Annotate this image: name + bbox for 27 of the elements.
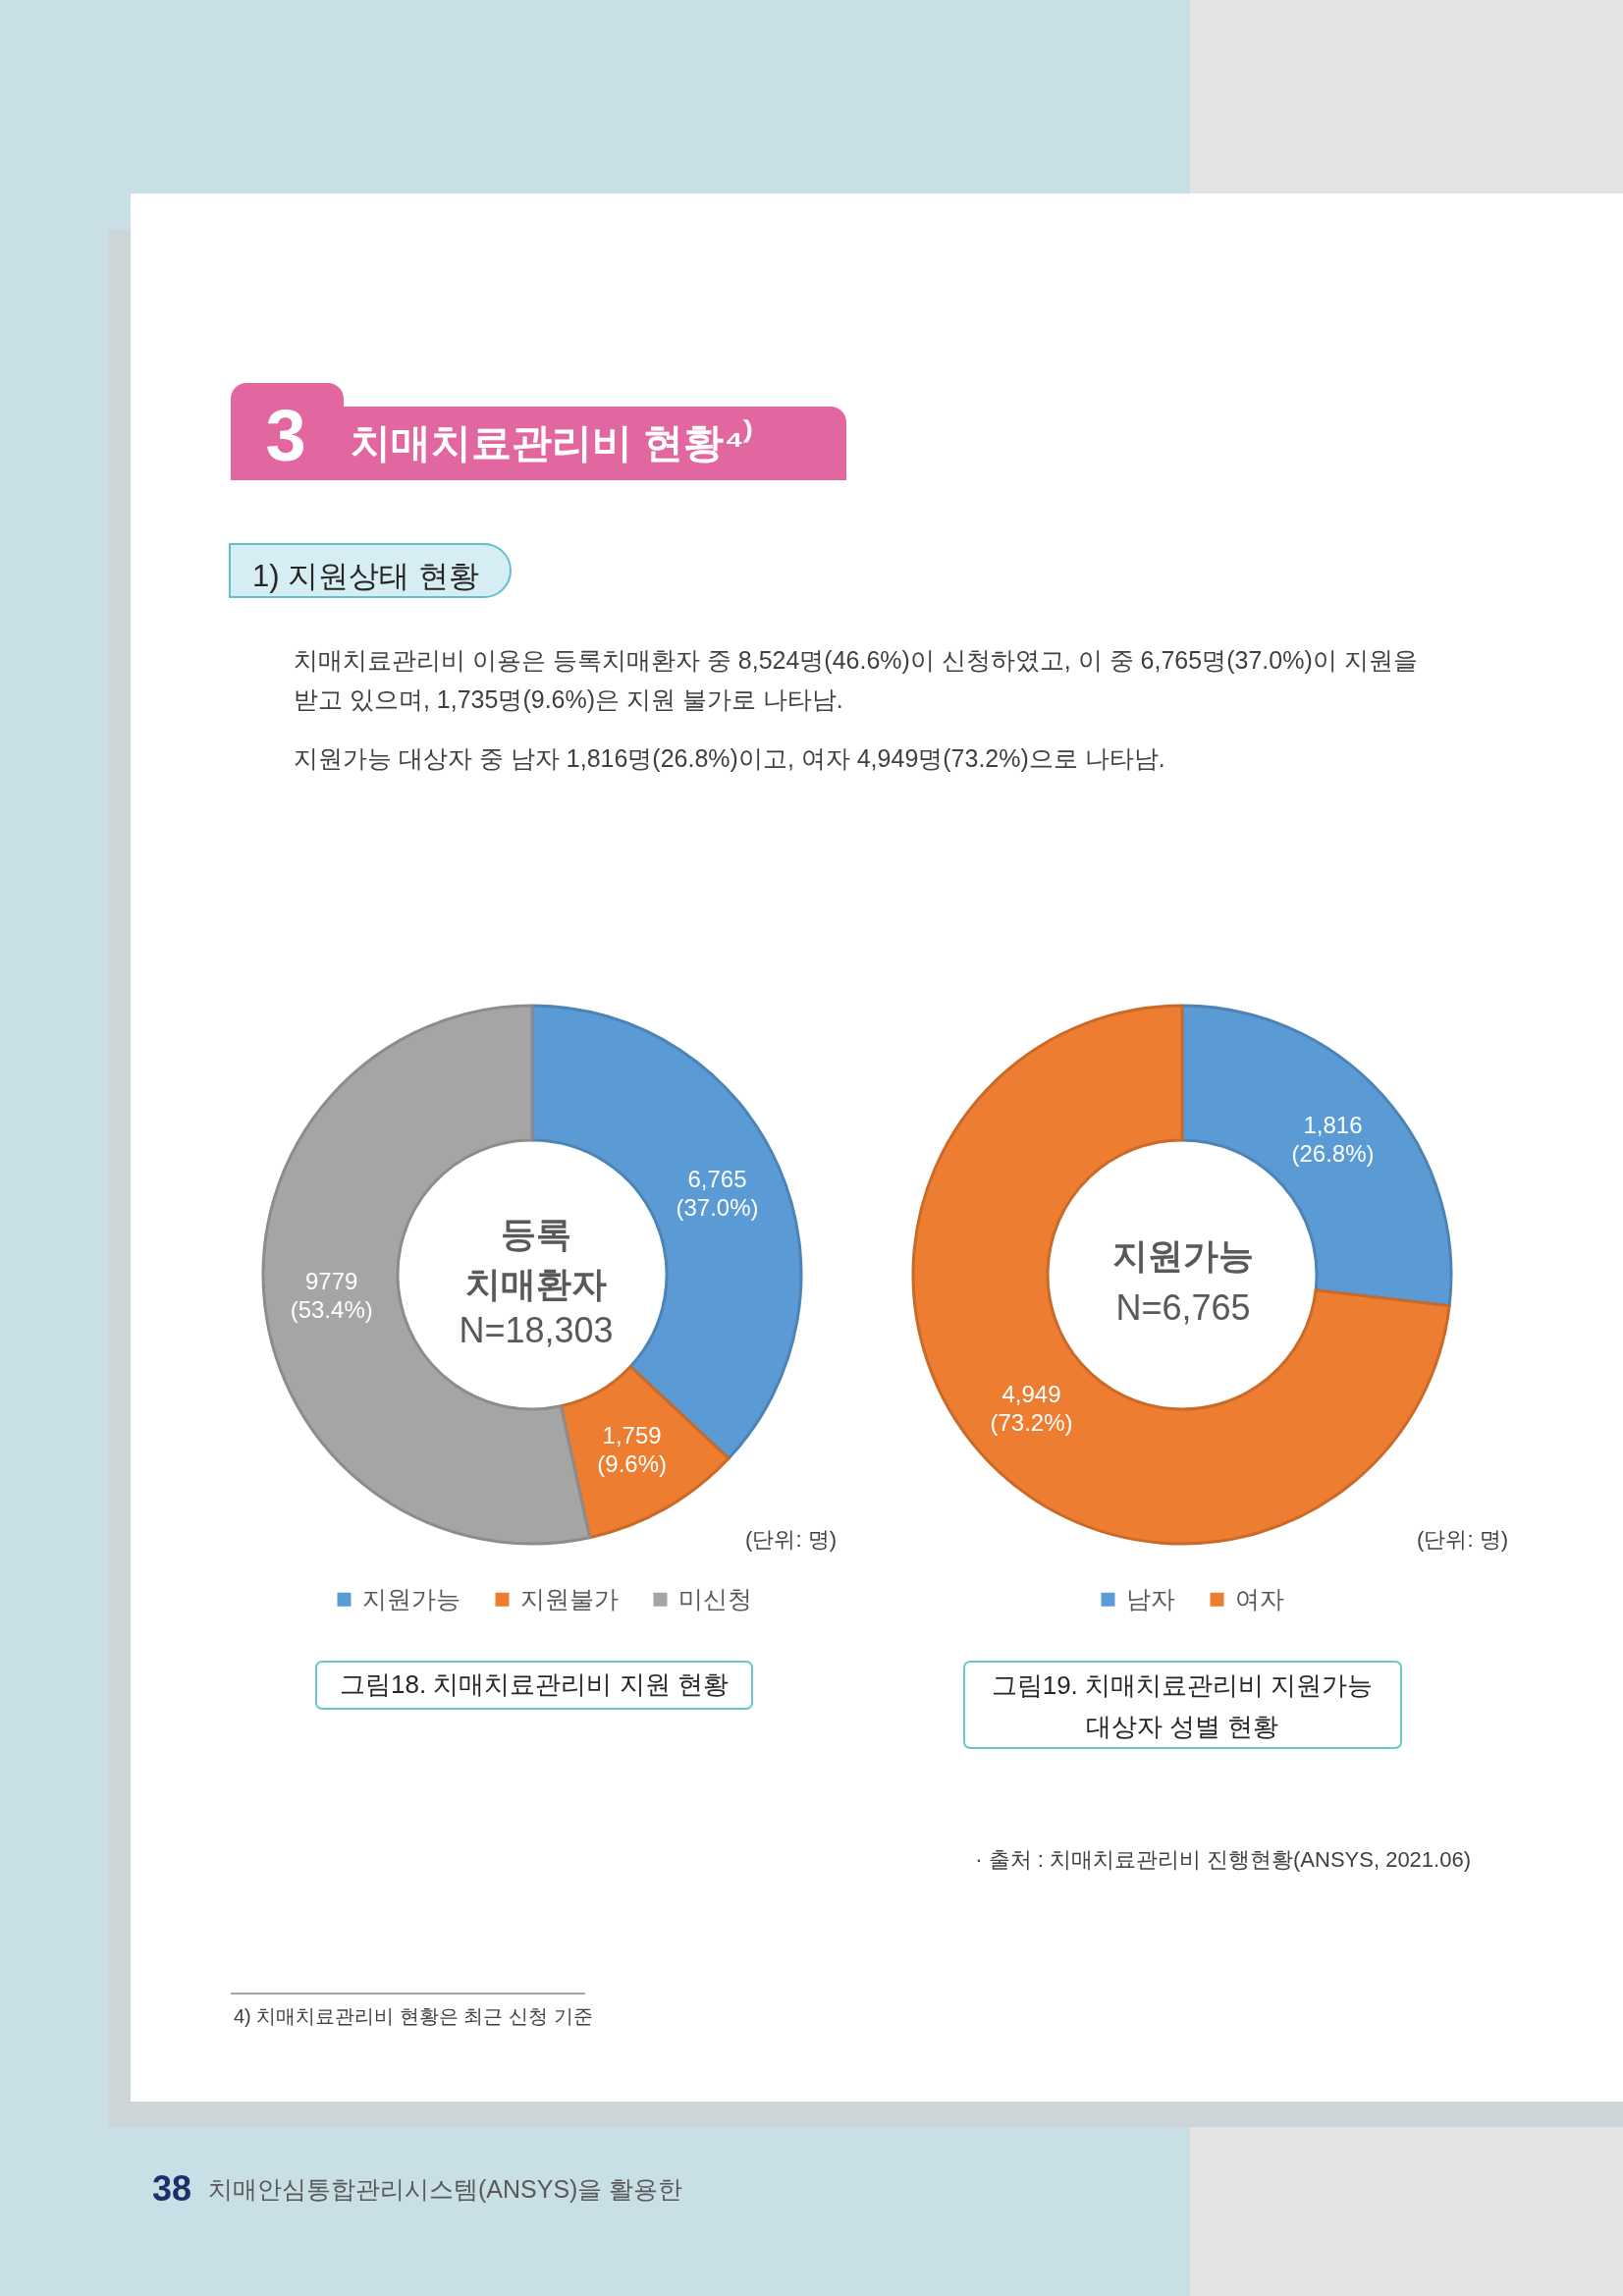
text: 그림19. 치매치료관리비 지원가능 대상자 성별 현황 xyxy=(991,1670,1374,1741)
text: N=18,303 xyxy=(459,1310,614,1350)
text: 치매치료관리비 이용은 등록치매환자 중 8,524명(46.6%)이 신청하였고, 이 중 6,765명(37.0%)이 지원을 받고 있으며, 1,735명(9.6%)은 지원 불가로 나타남. xyxy=(294,646,1418,713)
text: · 출처 : 치매치료관리비 진행현황(ANSYS, 2021.06) xyxy=(975,1847,1471,1872)
text: 치매치료관리비 현황⁴⁾ xyxy=(351,419,753,465)
text: 등록 치매환자 xyxy=(465,1214,607,1304)
data-label: 4,949 (73.2%) xyxy=(990,1380,1073,1436)
data-label: 1,816 (26.8%) xyxy=(1291,1112,1375,1168)
data-label: 9779 (53.4%) xyxy=(290,1268,373,1324)
text: 치매안심통합관리시스템(ANSYS)을 활용한 xyxy=(208,2175,683,2203)
text: (단위: 명) xyxy=(1417,1527,1508,1552)
text: 4) 치매치료관리비 현황은 최근 신청 기준 xyxy=(234,2005,593,2027)
text: 1) 지원상태 현황 xyxy=(252,559,479,593)
legend-label: 지원불가 xyxy=(520,1584,619,1613)
legend-label: 지원가능 xyxy=(362,1584,460,1613)
legend-label: 남자 xyxy=(1126,1584,1175,1613)
text: 그림18. 치매치료관리비 지원 현황 xyxy=(340,1669,729,1699)
text: 38 xyxy=(152,2168,192,2209)
data-label: 1,759 (9.6%) xyxy=(597,1421,667,1477)
data-label: 6,765 (37.0%) xyxy=(676,1166,759,1222)
text: 지원가능 xyxy=(1112,1235,1254,1276)
text: (단위: 명) xyxy=(745,1527,837,1552)
legend-label: 여자 xyxy=(1235,1584,1284,1613)
donut-slice xyxy=(559,1365,730,1540)
legend-label: 미신청 xyxy=(678,1584,752,1613)
text: 지원가능 대상자 중 남자 1,816명(26.8%)이고, 여자 4,949명(73.2%)으로 나타남. xyxy=(294,744,1165,772)
text: N=6,765 xyxy=(1115,1287,1251,1328)
